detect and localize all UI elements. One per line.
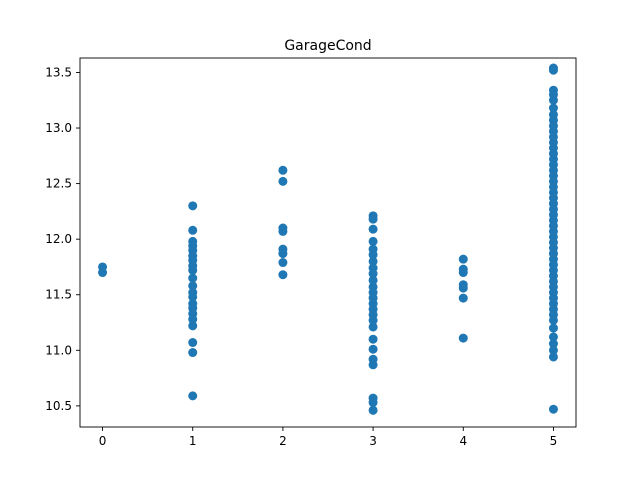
data-point (278, 165, 288, 175)
data-point (188, 348, 198, 358)
data-point (188, 281, 198, 291)
data-point (368, 334, 378, 344)
data-point (368, 236, 378, 246)
data-point (458, 254, 468, 264)
data-point (458, 333, 468, 343)
y-tick-label: 12.5 (45, 177, 72, 191)
data-point (278, 226, 288, 236)
data-point (188, 265, 198, 275)
data-point (548, 352, 558, 362)
data-point (458, 283, 468, 293)
data-point (188, 314, 198, 324)
data-point (368, 269, 378, 279)
x-tick-label: 0 (99, 434, 107, 448)
data-point (188, 225, 198, 235)
data-point (368, 322, 378, 332)
y-tick-label: 11.5 (45, 288, 72, 302)
data-point (368, 275, 378, 285)
data-point (188, 338, 198, 348)
data-point (368, 344, 378, 354)
y-tick-label: 11.0 (45, 343, 72, 357)
y-tick-label: 13.5 (45, 65, 72, 79)
x-tick-label: 5 (550, 434, 558, 448)
data-point (368, 315, 378, 325)
data-point (548, 339, 558, 349)
data-point (458, 293, 468, 303)
data-point (368, 224, 378, 234)
data-point (188, 391, 198, 401)
data-point (548, 65, 558, 75)
data-point (548, 323, 558, 333)
data-point (548, 332, 558, 342)
data-point (278, 176, 288, 186)
data-point (548, 345, 558, 355)
data-point (278, 258, 288, 268)
data-point (188, 273, 198, 283)
x-axis: 0 1 2 3 4 5 (99, 427, 558, 448)
data-point (188, 201, 198, 211)
data-point (368, 214, 378, 224)
y-tick-label: 12.0 (45, 232, 72, 246)
data-point (548, 95, 558, 105)
data-point (98, 268, 108, 278)
y-tick-label: 13.0 (45, 121, 72, 135)
data-point (278, 270, 288, 280)
data-point (188, 292, 198, 302)
data-point (548, 404, 558, 414)
y-tick-label: 10.5 (45, 399, 72, 413)
data-point (368, 256, 378, 266)
x-tick-label: 1 (189, 434, 197, 448)
data-point (368, 398, 378, 408)
data-point (458, 268, 468, 278)
x-tick-label: 3 (369, 434, 377, 448)
data-point (548, 103, 558, 113)
data-point (368, 405, 378, 415)
x-tick-label: 4 (459, 434, 467, 448)
plot-area-frame (79, 57, 577, 428)
data-point (188, 321, 198, 331)
x-tick-label: 2 (279, 434, 287, 448)
data-point (368, 250, 378, 260)
y-axis: 10.5 11.0 11.5 12.0 12.5 13.0 13.5 (45, 65, 80, 413)
chart-title: GarageCond (284, 38, 371, 54)
data-point (548, 315, 558, 325)
data-point (278, 249, 288, 259)
points-layer (98, 63, 558, 415)
data-point (368, 360, 378, 370)
